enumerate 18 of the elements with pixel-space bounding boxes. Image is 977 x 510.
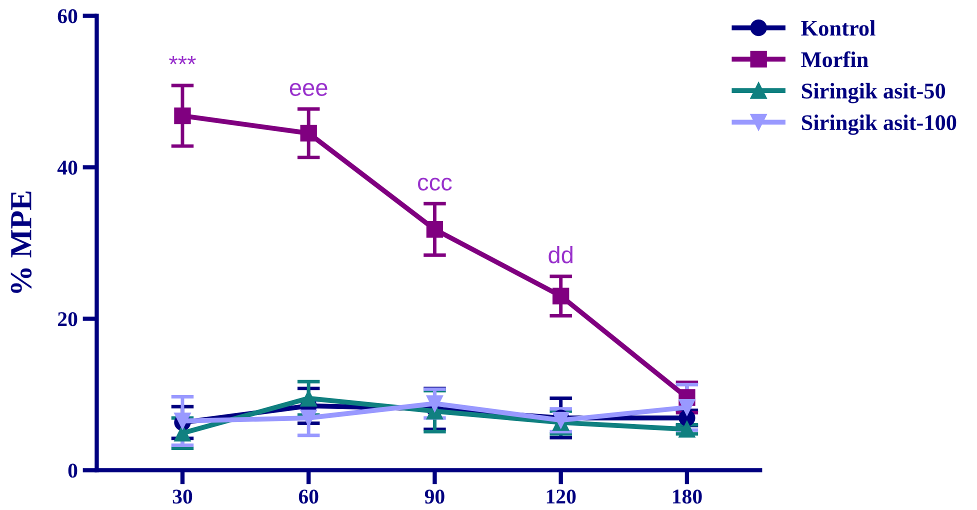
x-tick-label: 90: [424, 490, 444, 504]
legend-label: Siringik asit-100: [802, 114, 956, 135]
annotation: dd: [548, 246, 572, 264]
legend-label: Siringik asit-50: [802, 82, 946, 104]
x-tick-label: 180: [673, 490, 702, 504]
annotation: ccc: [418, 178, 452, 191]
y-tick-label: 0: [68, 464, 78, 478]
y-tick-label: 60: [58, 9, 78, 24]
x-tick-label: 120: [546, 490, 576, 504]
annotation: eee: [290, 83, 328, 96]
y-axis-title: % MPE: [10, 192, 32, 293]
annotation: ***: [169, 56, 196, 64]
x-tick-label: 60: [298, 490, 318, 504]
legend-label: Morfin: [801, 51, 868, 68]
legend-label: Kontrol: [801, 20, 876, 36]
y-tick-label: 20: [58, 312, 78, 326]
y-tick-label: 40: [57, 160, 78, 175]
x-tick-label: 30: [172, 490, 192, 504]
